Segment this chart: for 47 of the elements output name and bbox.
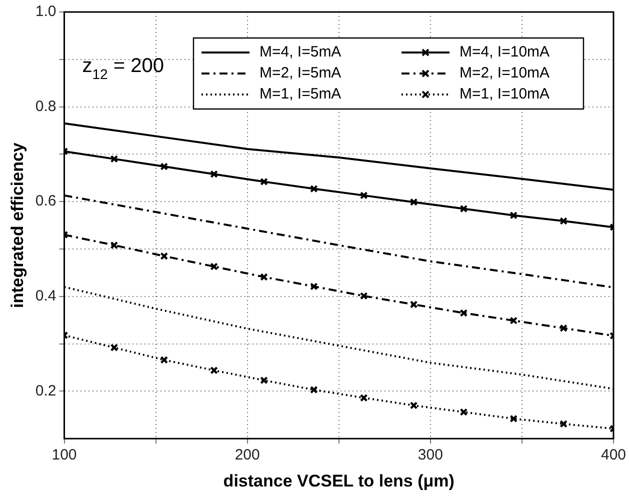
y-tick-label: 1.0 [35, 3, 56, 20]
legend-label: M=2, I=10mA [459, 64, 550, 82]
x-tick-label: 200 [234, 446, 260, 464]
legend-label: M=1, I=10mA [459, 86, 550, 103]
point [460, 309, 468, 317]
point [360, 292, 368, 300]
point [560, 420, 568, 428]
y-tick-label: 0.8 [35, 98, 56, 115]
y-tick-label: 0.4 [35, 288, 56, 305]
y-tick-label: 0.2 [35, 382, 56, 400]
y-axis-title: integrated efficiency [8, 142, 27, 308]
point [360, 192, 368, 200]
x-axis-title: distance VCSEL to lens (μm) [223, 471, 454, 490]
point [310, 184, 318, 193]
point [410, 198, 418, 206]
point [110, 241, 118, 250]
point [510, 316, 518, 324]
point [410, 401, 418, 410]
point [510, 414, 518, 423]
point [160, 162, 168, 170]
x-tick-label: 400 [600, 446, 626, 464]
point [260, 376, 268, 384]
x-tick-label: 100 [52, 446, 77, 464]
point [110, 344, 118, 352]
x-tick-label: 300 [418, 446, 443, 464]
point [410, 300, 418, 308]
point [210, 366, 218, 374]
point [160, 356, 168, 364]
point [310, 386, 318, 394]
legend-label: M=2, I=5mA [259, 64, 342, 82]
point [260, 178, 268, 186]
point [260, 273, 268, 281]
y-tick-label: 0.6 [35, 192, 56, 210]
point [360, 394, 368, 402]
point [510, 211, 518, 220]
legend-label: M=4, I=5mA [259, 44, 342, 61]
point [310, 282, 318, 290]
point [560, 217, 568, 225]
point [210, 170, 218, 178]
legend-label: M=1, I=5mA [259, 86, 342, 103]
legend-label: M=4, I=10mA [459, 44, 550, 61]
point [210, 262, 218, 270]
point [460, 204, 468, 213]
point [110, 155, 118, 163]
point [160, 252, 168, 260]
point [460, 408, 468, 416]
point [560, 324, 568, 332]
